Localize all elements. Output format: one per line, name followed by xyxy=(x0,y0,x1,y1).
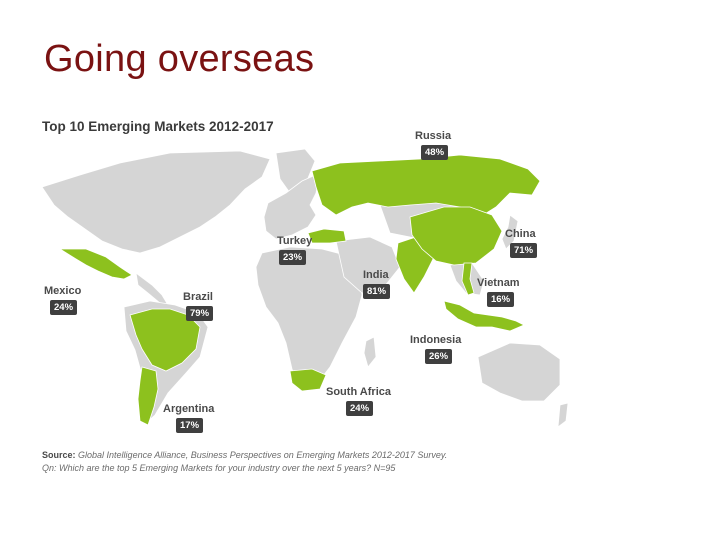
label-turkey: Turkey xyxy=(277,235,313,247)
source-line: Source: Global Intelligence Alliance, Bu… xyxy=(42,450,447,460)
badge-russia: 48% xyxy=(421,145,449,160)
badge-turkey: 23% xyxy=(279,250,307,265)
world-map xyxy=(41,148,569,428)
label-argentina: Argentina xyxy=(163,403,215,415)
land-japan xyxy=(501,214,519,250)
badge-china: 71% xyxy=(510,243,538,258)
land-new-zealand xyxy=(557,402,569,428)
map-region-mexico xyxy=(58,248,133,280)
label-mexico: Mexico xyxy=(44,285,82,297)
survey-question: Qn: Which are the top 5 Emerging Markets… xyxy=(42,463,396,473)
map-region-china xyxy=(409,206,503,266)
badge-vietnam: 16% xyxy=(487,292,515,307)
map-region-vietnam xyxy=(461,262,475,296)
land-australia xyxy=(477,342,561,402)
badge-south-africa: 24% xyxy=(346,401,374,416)
badge-argentina: 17% xyxy=(176,418,204,433)
label-china: China xyxy=(505,228,536,240)
source-text: Global Intelligence Alliance, Business P… xyxy=(78,450,448,460)
land-madagascar xyxy=(363,336,377,368)
slide-title: Going overseas xyxy=(44,38,315,80)
label-south-africa: South Africa xyxy=(326,386,391,398)
label-russia: Russia xyxy=(415,130,452,142)
label-india: India xyxy=(363,269,389,281)
land-middle-east xyxy=(335,236,401,294)
land-north-america xyxy=(41,150,271,254)
land-central-america xyxy=(135,272,169,306)
label-vietnam: Vietnam xyxy=(477,277,520,289)
map-region-argentina xyxy=(137,366,159,426)
map-region-turkey xyxy=(307,228,347,244)
map-region-south-africa xyxy=(289,368,327,392)
badge-brazil: 79% xyxy=(186,306,214,321)
label-indonesia: Indonesia xyxy=(410,334,462,346)
map-region-brazil xyxy=(129,308,201,372)
label-brazil: Brazil xyxy=(183,291,213,303)
badge-india: 81% xyxy=(363,284,391,299)
map-region-indonesia xyxy=(443,300,525,332)
badge-mexico: 24% xyxy=(50,300,78,315)
source-label: Source: xyxy=(42,450,76,460)
land-europe xyxy=(263,172,321,240)
badge-indonesia: 26% xyxy=(425,349,453,364)
map-title: Top 10 Emerging Markets 2012-2017 xyxy=(42,119,274,134)
